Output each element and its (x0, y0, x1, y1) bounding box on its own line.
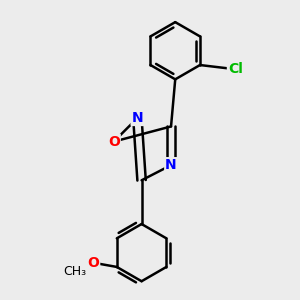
Text: Cl: Cl (228, 62, 243, 76)
Text: N: N (132, 111, 143, 125)
Text: CH₃: CH₃ (63, 265, 86, 278)
Text: O: O (87, 256, 99, 270)
Text: N: N (165, 158, 177, 172)
Text: O: O (108, 135, 120, 148)
